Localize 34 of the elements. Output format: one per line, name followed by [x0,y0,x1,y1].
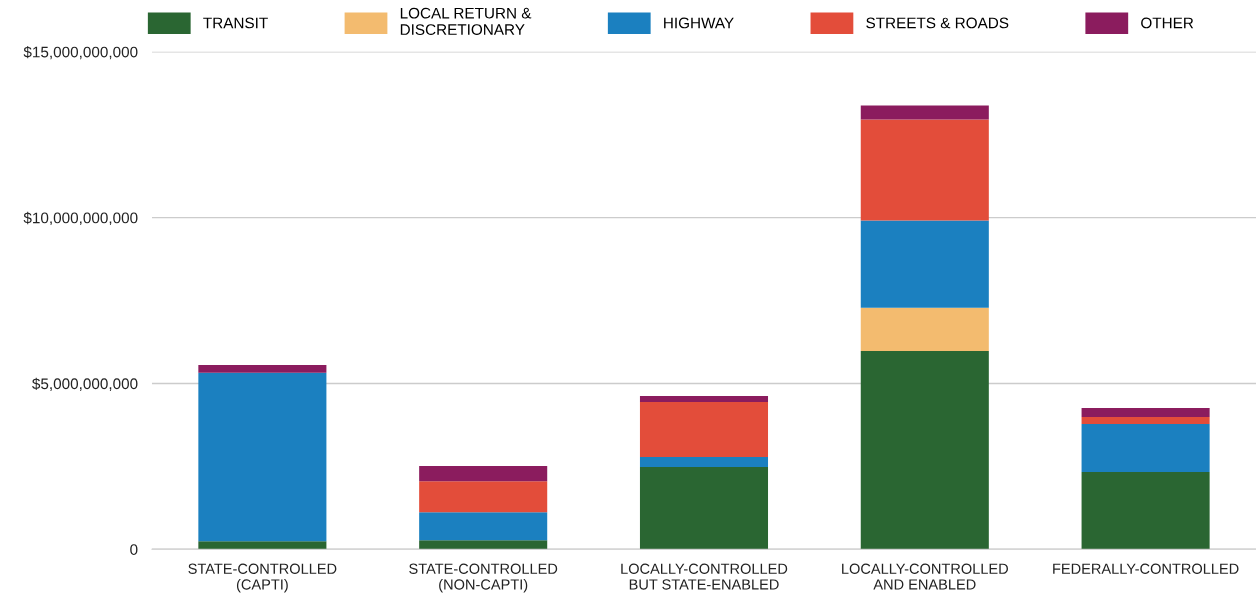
y-tick-label: 0 [130,544,138,555]
bar [860,307,989,351]
y-tick-label: $5,000,000,000 [32,377,138,391]
bar [419,540,548,550]
bar [419,512,548,541]
legend-label: HIGHWAY [664,17,734,29]
bar [1081,416,1210,424]
bar [860,350,989,550]
bar [419,481,548,513]
legend-label: TRANSIT [203,17,268,29]
bar [639,402,769,458]
bar [860,119,989,221]
bar [198,541,327,550]
x-tick-label: LOCALLY-CONTROLLED BUT STATE-ENABLED [621,563,788,590]
bar [198,372,327,542]
bar [1081,472,1210,550]
bar [419,466,548,482]
y-tick-label: $10,000,000,000 [23,211,138,226]
legend-label: LOCAL RETURN & DISCRETIONARY [400,7,532,35]
bar [860,220,989,308]
bar [198,364,327,373]
x-tick-label: LOCALLY-CONTROLLED AND ENABLED [842,563,1008,590]
bar [639,467,769,550]
x-tick-label: STATE-CONTROLLED (NON-CAPTI) [409,563,558,593]
bar [639,396,769,403]
x-tick-label: STATE-CONTROLLED (CAPTI) [188,563,337,593]
bar [1081,408,1210,417]
legend-label: STREETS & ROADS [866,17,1009,29]
bar [639,457,769,468]
x-tick-label: FEDERALLY-CONTROLLED [1053,563,1239,574]
bar [1081,423,1210,473]
legend-label: OTHER [1141,17,1194,29]
y-tick-label: $15,000,000,000 [23,45,138,60]
bar [860,105,989,120]
